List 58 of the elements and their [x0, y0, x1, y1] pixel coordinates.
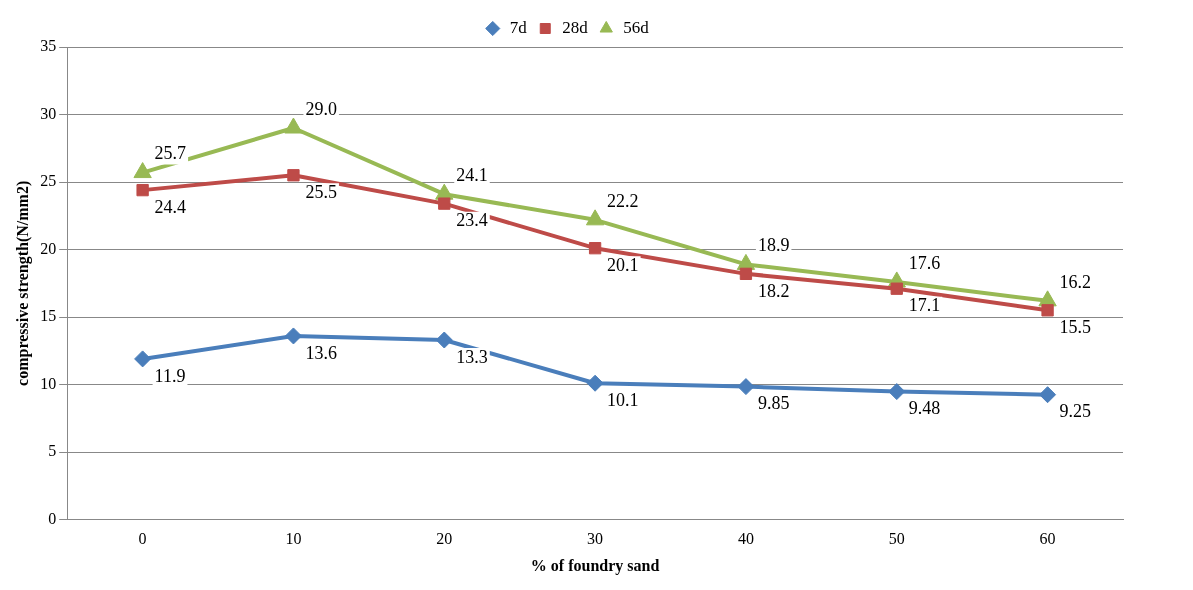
point: [1041, 304, 1054, 317]
data-label: 23.4: [456, 210, 488, 231]
point: [136, 183, 149, 197]
point: [739, 267, 753, 281]
x-tick-label: 40: [737, 530, 754, 548]
data-label: 13.3: [456, 346, 488, 367]
data-label: 10.1: [607, 389, 639, 410]
x-tick-label: 50: [888, 530, 905, 548]
y-tick-label: 25: [40, 172, 57, 190]
data-label: 16.2: [1059, 271, 1092, 292]
point: [1039, 386, 1057, 404]
point: [438, 197, 451, 210]
data-label: 24.4: [154, 196, 187, 217]
data-label: 24.1: [456, 164, 488, 185]
y-tick-label: 20: [40, 239, 57, 257]
y-tick-label: 0: [48, 509, 57, 527]
x-tick-label: 0: [138, 530, 147, 548]
point: [284, 327, 302, 345]
point: [585, 209, 605, 226]
data-label: 13.6: [305, 342, 337, 363]
point: [737, 378, 755, 396]
y-tick-label: 35: [40, 37, 57, 55]
y-axis-title: compressive strength(N/mm2): [13, 180, 32, 386]
data-label: 9.85: [757, 393, 790, 414]
point: [134, 350, 152, 368]
data-label: 9.25: [1059, 401, 1092, 422]
data-label: 17.6: [908, 252, 941, 273]
point: [736, 253, 756, 270]
data-label: 17.1: [908, 295, 941, 316]
y-tick-label: 5: [48, 442, 57, 460]
point: [435, 331, 453, 349]
x-tick-label: 10: [285, 530, 302, 548]
legend-label: 7d: [509, 17, 528, 37]
data-label: 18.9: [757, 235, 790, 256]
data-label: 25.5: [305, 182, 337, 203]
y-tick-label: 10: [40, 374, 57, 392]
data-label: 9.48: [908, 398, 941, 419]
data-label: 15.5: [1059, 317, 1092, 338]
data-label: 29.0: [305, 98, 337, 119]
x-axis-title: % of foundry sand: [530, 556, 660, 575]
x-tick-label: 30: [587, 530, 604, 548]
point: [888, 383, 906, 401]
point: [586, 374, 604, 392]
data-label: 20.1: [607, 254, 639, 275]
y-tick-label: 30: [40, 104, 57, 122]
point: [588, 242, 602, 255]
point: [284, 117, 303, 134]
legend-label: 28d: [562, 17, 589, 37]
data-label: 18.2: [757, 280, 790, 301]
data-label: 22.2: [607, 190, 639, 211]
data-label: 25.7: [154, 143, 187, 164]
point: [890, 282, 903, 295]
y-tick-label: 15: [40, 307, 57, 325]
legend-label: 56d: [623, 17, 650, 37]
point: [133, 162, 152, 179]
data-label: 11.9: [154, 365, 186, 386]
x-tick-label: 20: [436, 530, 453, 548]
x-tick-label: 60: [1039, 530, 1056, 548]
